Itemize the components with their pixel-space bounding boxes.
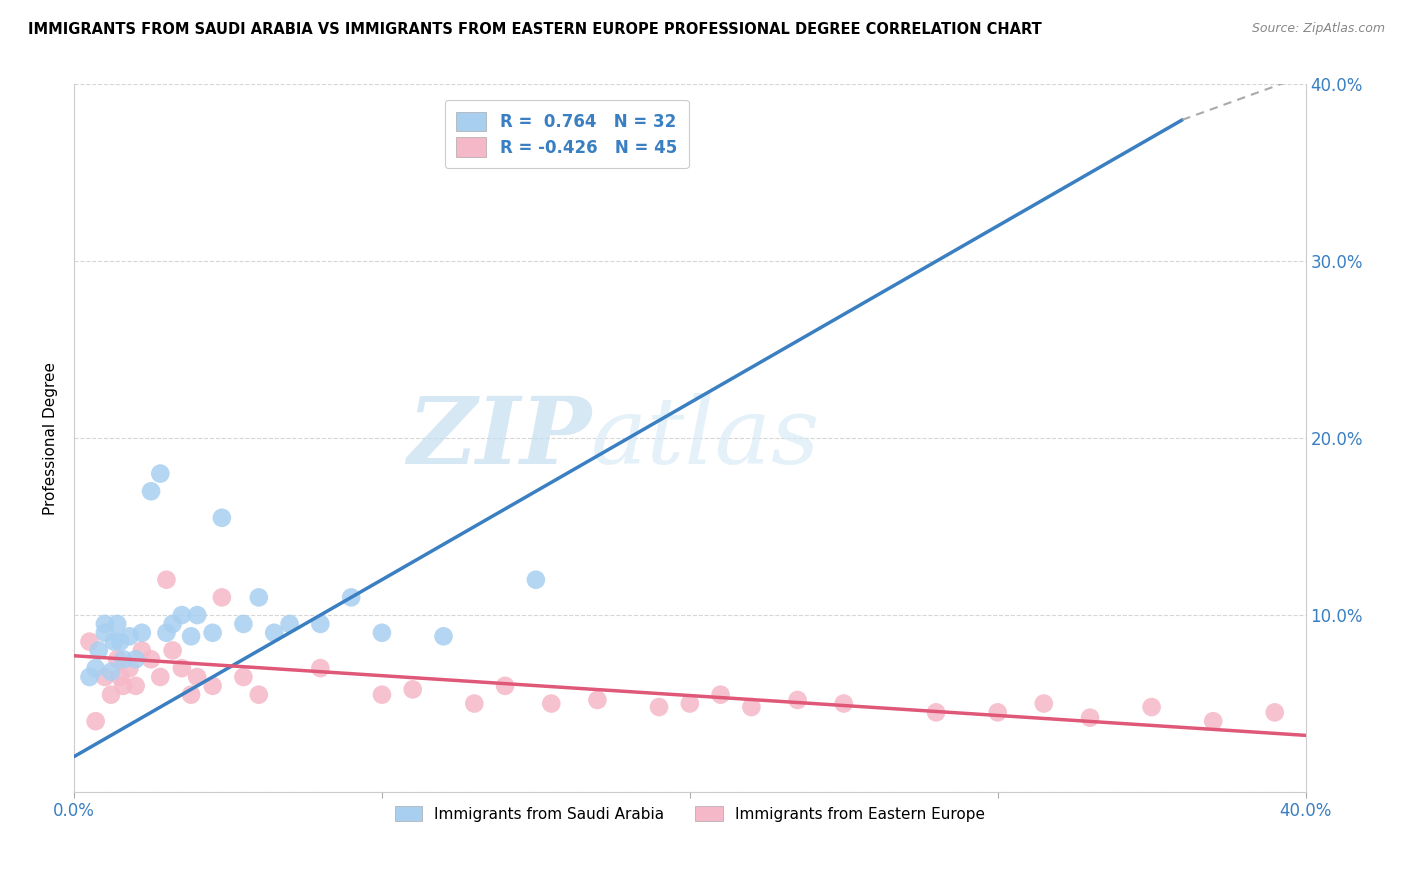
Text: atlas: atlas <box>592 393 821 483</box>
Y-axis label: Professional Degree: Professional Degree <box>44 361 58 515</box>
Point <box>112 652 135 666</box>
Point <box>1202 714 1225 729</box>
Point <box>710 688 733 702</box>
Point <box>100 665 122 679</box>
Point <box>149 467 172 481</box>
Point <box>786 693 808 707</box>
Text: Source: ZipAtlas.com: Source: ZipAtlas.com <box>1251 22 1385 36</box>
Point <box>100 688 122 702</box>
Point <box>1032 697 1054 711</box>
Point <box>832 697 855 711</box>
Point <box>118 629 141 643</box>
Point <box>162 616 184 631</box>
Point <box>186 608 208 623</box>
Text: ZIP: ZIP <box>408 393 592 483</box>
Point <box>162 643 184 657</box>
Point <box>1264 706 1286 720</box>
Point <box>987 706 1010 720</box>
Point <box>131 625 153 640</box>
Point <box>180 688 202 702</box>
Point <box>371 625 394 640</box>
Point <box>155 573 177 587</box>
Point <box>309 616 332 631</box>
Point <box>84 714 107 729</box>
Point <box>494 679 516 693</box>
Point <box>105 652 128 666</box>
Point <box>103 634 125 648</box>
Point <box>740 700 762 714</box>
Point <box>105 616 128 631</box>
Point <box>124 652 146 666</box>
Point <box>180 629 202 643</box>
Point <box>679 697 702 711</box>
Point <box>170 661 193 675</box>
Legend: Immigrants from Saudi Arabia, Immigrants from Eastern Europe: Immigrants from Saudi Arabia, Immigrants… <box>382 793 997 834</box>
Point <box>139 652 162 666</box>
Point <box>118 661 141 675</box>
Point <box>1078 711 1101 725</box>
Point <box>1355 665 1378 679</box>
Point <box>124 679 146 693</box>
Point <box>94 625 117 640</box>
Point <box>201 679 224 693</box>
Point <box>463 697 485 711</box>
Point <box>94 616 117 631</box>
Text: IMMIGRANTS FROM SAUDI ARABIA VS IMMIGRANTS FROM EASTERN EUROPE PROFESSIONAL DEGR: IMMIGRANTS FROM SAUDI ARABIA VS IMMIGRAN… <box>28 22 1042 37</box>
Point <box>139 484 162 499</box>
Point <box>110 634 132 648</box>
Point <box>925 706 948 720</box>
Point <box>186 670 208 684</box>
Point <box>211 510 233 524</box>
Point <box>232 670 254 684</box>
Point <box>84 661 107 675</box>
Point <box>524 573 547 587</box>
Point <box>131 643 153 657</box>
Point <box>110 670 132 684</box>
Point <box>402 682 425 697</box>
Point <box>112 679 135 693</box>
Point <box>155 625 177 640</box>
Point <box>648 700 671 714</box>
Point <box>247 591 270 605</box>
Point <box>79 670 101 684</box>
Point <box>87 643 110 657</box>
Point <box>232 616 254 631</box>
Point <box>309 661 332 675</box>
Point <box>94 670 117 684</box>
Point <box>1140 700 1163 714</box>
Point <box>247 688 270 702</box>
Point <box>340 591 363 605</box>
Point <box>201 625 224 640</box>
Point <box>540 697 562 711</box>
Point <box>79 634 101 648</box>
Point <box>211 591 233 605</box>
Point <box>432 629 454 643</box>
Point <box>586 693 609 707</box>
Point <box>170 608 193 623</box>
Point <box>263 625 285 640</box>
Point <box>278 616 301 631</box>
Point <box>371 688 394 702</box>
Point <box>149 670 172 684</box>
